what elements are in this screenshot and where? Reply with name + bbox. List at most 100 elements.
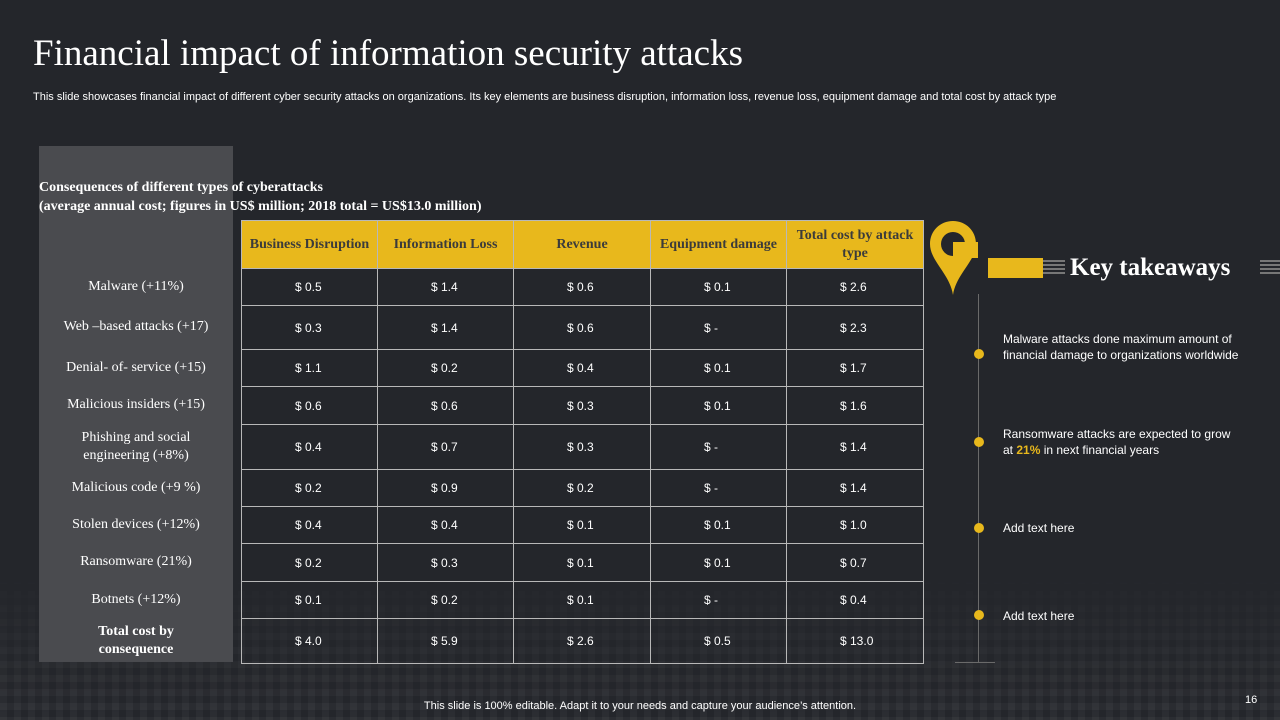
takeaways-divider-right: [1260, 260, 1280, 276]
row-label: Malware (+11%): [88, 278, 184, 294]
column-header: Business Disruption: [241, 220, 378, 269]
table-cell: $ 0.1: [513, 543, 651, 582]
table-cell: $ 1.7: [786, 349, 924, 387]
table-cell: $ -: [650, 469, 787, 507]
table-row: $ 0.3 $ 1.4 $ 0.6 $ - $ 2.3: [241, 305, 924, 350]
table-cell: $ 0.3: [513, 424, 651, 470]
row-label: Stolen devices (+12%): [72, 516, 200, 532]
table-cell: $ 0.1: [650, 543, 787, 582]
table-cell: $ 2.6: [786, 268, 924, 306]
table-cell: $ 0.3: [377, 543, 514, 582]
takeaway-item: Add text here: [1003, 521, 1075, 535]
table-row: $ 0.4 $ 0.7 $ 0.3 $ - $ 1.4: [241, 424, 924, 470]
table-cell: $ 1.0: [786, 506, 924, 544]
total-row: $ 4.0 $ 5.9 $ 2.6 $ 0.5 $ 13.0: [241, 618, 924, 664]
table-cell: $ 0.7: [377, 424, 514, 470]
table-cell: $ 0.1: [513, 506, 651, 544]
table-cell: $ 0.4: [241, 424, 378, 470]
table-cell: $ 1.6: [786, 386, 924, 425]
table-cell: $ 0.6: [241, 386, 378, 425]
column-header: Total cost by attack type: [786, 220, 924, 269]
bullet-dot: [974, 349, 984, 359]
table-cell: $ 1.4: [786, 424, 924, 470]
column-header: Equipment damage: [650, 220, 787, 269]
footer-note: This slide is 100% editable. Adapt it to…: [423, 700, 857, 712]
table-cell: $ 0.1: [650, 349, 787, 387]
total-cell: $ 0.5: [650, 618, 787, 664]
row-label: Ransomware (21%): [80, 554, 192, 569]
table-row: $ 0.1 $ 0.2 $ 0.1 $ - $ 0.4: [241, 581, 924, 619]
takeaway-item: Malware attacks done maximum amount of f…: [1003, 332, 1239, 362]
slide-subtitle: This slide showcases financial impact of…: [33, 91, 1057, 103]
table-cell: $ 0.3: [513, 386, 651, 425]
table-cell: $ 0.2: [241, 543, 378, 582]
table-cell: $ 0.6: [513, 305, 651, 350]
table-cell: $ 1.4: [786, 469, 924, 507]
slide-title: Financial impact of information security…: [33, 33, 743, 74]
row-label: Denial- of- service (+15): [66, 359, 206, 375]
timeline-base: [955, 662, 995, 663]
table-cell: $ 0.4: [377, 506, 514, 544]
takeaway-text-part: Ransomware attacks are expected to grow …: [1003, 427, 1231, 457]
column-header: Revenue: [513, 220, 651, 269]
takeaways-title: Key takeaways: [1070, 254, 1231, 281]
table-cell: $ 0.4: [513, 349, 651, 387]
takeaways-divider-left: [1043, 260, 1065, 276]
table-row: $ 0.2 $ 0.3 $ 0.1 $ 0.1 $ 0.7: [241, 543, 924, 582]
table-cell: $ 2.3: [786, 305, 924, 350]
table-row: $ 1.1 $ 0.2 $ 0.4 $ 0.1 $ 1.7: [241, 349, 924, 387]
table-cell: $ 0.4: [241, 506, 378, 544]
table-cell: $ 0.4: [786, 581, 924, 619]
table-cell: $ 0.2: [241, 469, 378, 507]
table-cell: $ 0.1: [650, 386, 787, 425]
total-cell: $ 4.0: [241, 618, 378, 664]
total-cell: $ 5.9: [377, 618, 514, 664]
bullet-dot: [974, 523, 984, 533]
cost-table: Business Disruption Information Loss Rev…: [241, 220, 924, 664]
takeaway-item: Ransomware attacks are expected to grow …: [1003, 426, 1243, 458]
table-heading-line1: Consequences of different types of cyber…: [39, 180, 323, 195]
row-label-panel: [39, 146, 233, 662]
table-cell: $ 0.1: [241, 581, 378, 619]
location-pin-icon: [930, 221, 978, 295]
takeaways-accent-bar: [988, 258, 1043, 278]
takeaway-text-part: in next financial years: [1040, 443, 1160, 457]
bullet-dot: [974, 610, 984, 620]
row-label: Malicious code (+9 %): [71, 479, 201, 495]
table-cell: $ 0.1: [650, 506, 787, 544]
page-number: 16: [1245, 694, 1258, 706]
table-cell: $ 1.1: [241, 349, 378, 387]
table-cell: $ 0.6: [377, 386, 514, 425]
table-heading: Consequences of different types of cyber…: [39, 178, 482, 216]
column-header: Information Loss: [377, 220, 514, 269]
total-cell: $ 2.6: [513, 618, 651, 664]
table-cell: $ 0.6: [513, 268, 651, 306]
table-cell: $ -: [650, 305, 787, 350]
table-cell: $ 0.3: [241, 305, 378, 350]
row-label: Malicious insiders (+15): [67, 397, 205, 412]
row-label: Botnets (+12%): [91, 591, 181, 607]
table-header-row: Business Disruption Information Loss Rev…: [241, 220, 924, 269]
table-cell: $ 0.7: [786, 543, 924, 582]
total-row-label: Total cost by consequence: [98, 623, 174, 657]
table-heading-line2: (average annual cost; figures in US$ mil…: [39, 199, 482, 214]
table-cell: $ 0.2: [377, 581, 514, 619]
table-cell: $ 1.4: [377, 268, 514, 306]
bullet-dot: [974, 437, 984, 447]
table-cell: $ 0.1: [513, 581, 651, 619]
total-cell: $ 13.0: [786, 618, 924, 664]
row-label: Phishing and social engineering (+8%): [81, 429, 191, 463]
table-row: $ 0.2 $ 0.9 $ 0.2 $ - $ 1.4: [241, 469, 924, 507]
table-row: $ 0.4 $ 0.4 $ 0.1 $ 0.1 $ 1.0: [241, 506, 924, 544]
table-cell: $ 0.2: [377, 349, 514, 387]
table-row: $ 0.6 $ 0.6 $ 0.3 $ 0.1 $ 1.6: [241, 386, 924, 425]
table-cell: $ 0.5: [241, 268, 378, 306]
takeaway-item: Add text here: [1003, 609, 1075, 623]
table-cell: $ 0.9: [377, 469, 514, 507]
table-cell: $ 0.1: [650, 268, 787, 306]
table-cell: $ -: [650, 424, 787, 470]
timeline-line: [978, 294, 979, 662]
table-row: $ 0.5 $ 1.4 $ 0.6 $ 0.1 $ 2.6: [241, 268, 924, 306]
takeaway-highlight: 21%: [1016, 443, 1041, 457]
table-cell: $ -: [650, 581, 787, 619]
